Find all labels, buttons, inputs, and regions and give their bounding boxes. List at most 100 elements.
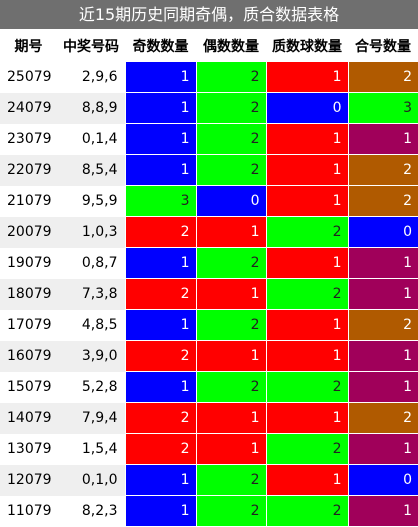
cell-even-count: 2 [195,92,266,124]
table-row: 11079 8,2,3 1 2 2 1 [0,495,418,527]
table-row: 20079 1,0,3 2 1 2 0 [0,216,418,248]
cell-numbers: 7,9,4 [57,402,125,434]
cell-numbers: 2,9,6 [57,62,125,93]
cell-composite-count: 0 [347,464,418,496]
header-numbers: 中奖号码 [57,29,125,62]
cell-issue: 25079 [0,62,57,93]
cell-even-count: 1 [195,433,266,465]
cell-issue: 21079 [0,185,57,217]
cell-odd-count: 2 [124,433,196,465]
table-row: 24079 8,8,9 1 2 0 3 [0,92,418,124]
cell-even-count: 2 [195,154,266,186]
cell-composite-count: 1 [347,278,418,310]
cell-numbers: 1,5,4 [57,433,125,465]
cell-prime-count: 2 [265,371,348,403]
cell-prime-count: 1 [265,62,348,93]
cell-composite-count: 1 [347,340,418,372]
cell-even-count: 2 [195,123,266,155]
cell-numbers: 1,0,3 [57,216,125,248]
cell-composite-count: 1 [347,247,418,279]
cell-composite-count: 2 [347,185,418,217]
cell-composite-count: 1 [347,495,418,527]
table-row: 15079 5,2,8 1 2 2 1 [0,371,418,403]
cell-issue: 24079 [0,92,57,124]
cell-issue: 17079 [0,309,57,341]
table-row: 17079 4,8,5 1 2 1 2 [0,309,418,341]
cell-even-count: 1 [195,402,266,434]
parity-prime-table: 期号 中奖号码 奇数数量 偶数数量 质数球数量 合号数量 25079 2,9,6 1… [0,29,418,527]
table-row: 16079 3,9,0 2 1 1 1 [0,340,418,372]
header-row: 期号 中奖号码 奇数数量 偶数数量 质数球数量 合号数量 [0,29,418,62]
cell-numbers: 8,2,3 [57,495,125,527]
table-row: 18079 7,3,8 2 1 2 1 [0,278,418,310]
cell-odd-count: 1 [124,154,196,186]
cell-composite-count: 2 [347,402,418,434]
table-row: 23079 0,1,4 1 2 1 1 [0,123,418,155]
cell-odd-count: 1 [124,495,196,527]
cell-composite-count: 2 [347,154,418,186]
cell-odd-count: 3 [124,185,196,217]
cell-odd-count: 2 [124,216,196,248]
cell-issue: 12079 [0,464,57,496]
cell-numbers: 7,3,8 [57,278,125,310]
header-composite-count: 合号数量 [348,29,418,62]
table-body: 25079 2,9,6 1 2 1 2 24079 8,8,9 1 2 0 3 23079 0,1,4 1 2… [0,62,418,527]
cell-issue: 14079 [0,402,57,434]
cell-even-count: 2 [195,495,266,527]
cell-even-count: 2 [195,464,266,496]
cell-issue: 11079 [0,495,57,527]
header-issue: 期号 [0,29,57,62]
cell-prime-count: 2 [265,433,348,465]
cell-odd-count: 1 [124,371,196,403]
cell-even-count: 2 [195,309,266,341]
cell-composite-count: 2 [347,309,418,341]
header-even-count: 偶数数量 [196,29,266,62]
cell-composite-count: 1 [347,433,418,465]
cell-prime-count: 1 [265,154,348,186]
table-row: 14079 7,9,4 2 1 1 2 [0,402,418,434]
table-title: 近15期历史同期奇偶，质合数据表格 [0,0,418,29]
cell-composite-count: 2 [347,62,418,93]
table-row: 13079 1,5,4 2 1 2 1 [0,433,418,465]
table-row: 19079 0,8,7 1 2 1 1 [0,247,418,279]
table-row: 12079 0,1,0 1 2 1 0 [0,464,418,496]
cell-numbers: 9,5,9 [57,185,125,217]
cell-composite-count: 1 [347,371,418,403]
cell-odd-count: 1 [124,62,196,93]
cell-numbers: 0,8,7 [57,247,125,279]
cell-issue: 16079 [0,340,57,372]
cell-issue: 20079 [0,216,57,248]
cell-composite-count: 0 [347,216,418,248]
cell-even-count: 2 [195,247,266,279]
cell-odd-count: 2 [124,278,196,310]
cell-issue: 23079 [0,123,57,155]
header-odd-count: 奇数数量 [125,29,196,62]
cell-odd-count: 1 [124,309,196,341]
cell-prime-count: 0 [265,92,348,124]
cell-issue: 13079 [0,433,57,465]
cell-issue: 18079 [0,278,57,310]
cell-prime-count: 1 [265,309,348,341]
cell-numbers: 0,1,0 [57,464,125,496]
cell-numbers: 5,2,8 [57,371,125,403]
cell-even-count: 2 [195,62,266,93]
cell-even-count: 1 [195,278,266,310]
cell-composite-count: 1 [347,123,418,155]
cell-numbers: 3,9,0 [57,340,125,372]
cell-prime-count: 1 [265,464,348,496]
cell-numbers: 8,8,9 [57,92,125,124]
cell-numbers: 0,1,4 [57,123,125,155]
cell-prime-count: 2 [265,278,348,310]
cell-prime-count: 2 [265,495,348,527]
cell-numbers: 4,8,5 [57,309,125,341]
cell-prime-count: 1 [265,185,348,217]
table-row: 25079 2,9,6 1 2 1 2 [0,62,418,93]
table-row: 22079 8,5,4 1 2 1 2 [0,154,418,186]
cell-prime-count: 1 [265,402,348,434]
cell-issue: 15079 [0,371,57,403]
cell-even-count: 1 [195,216,266,248]
cell-issue: 19079 [0,247,57,279]
cell-composite-count: 3 [347,92,418,124]
cell-odd-count: 1 [124,464,196,496]
cell-even-count: 2 [195,371,266,403]
